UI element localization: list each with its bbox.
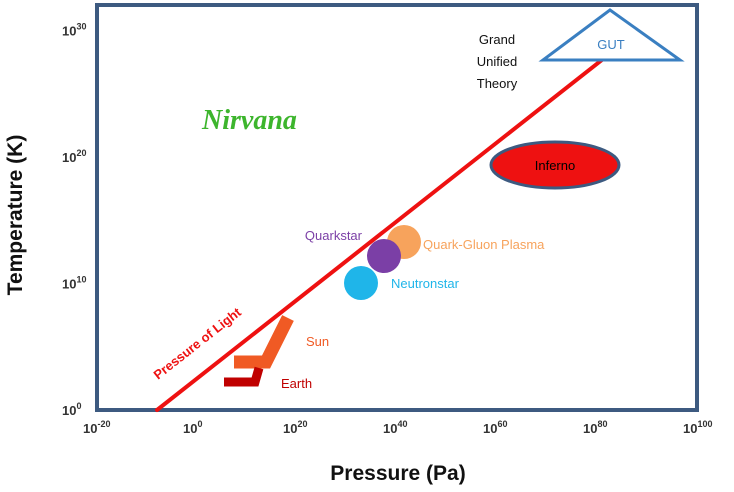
plot-frame [95,3,699,412]
gut-note-line: Grand [479,32,515,47]
x-tick-label: 1040 [383,419,407,436]
point-marker [344,266,378,300]
x-tick-label: 1020 [283,419,307,436]
pressure-of-light-line [155,46,619,412]
x-axis-title: Pressure (Pa) [330,462,465,485]
gut-note: Grand Unified Theory [477,32,518,91]
inferno-ellipse [489,140,621,190]
point-marker [367,239,401,273]
x-tick-label: 100 [183,419,202,436]
y-tick-labels: 100 1010 1020 1030 [62,21,86,418]
x-tick-label: 1080 [583,419,607,436]
gut-note-line: Theory [477,76,518,91]
gut-note-line: Unified [477,54,517,69]
x-tick-label: 10100 [683,419,713,436]
data-points: Quark-Gluon Plasma Quarkstar Neutronstar Su… [224,225,545,391]
earth-marker [224,366,264,387]
sun-marker [234,315,294,369]
y-tick-label: 100 [62,401,81,418]
nirvana-label: Nirvana [201,105,297,136]
point-label: Earth [281,376,312,391]
y-axis-title: Temperature (K) [4,135,27,296]
x-tick-labels: 10-20 100 1020 1040 1060 1080 10100 [83,419,713,436]
point-label: Quarkstar [305,228,363,243]
inferno-label: Inferno [535,158,575,173]
point-label: Neutronstar [391,276,460,291]
point-label: Sun [306,334,329,349]
gut-triangle [538,8,685,62]
y-tick-label: 1030 [62,21,86,38]
y-tick-label: 1020 [62,148,86,165]
point-label: Quark-Gluon Plasma [423,237,545,252]
x-tick-label: 1060 [483,419,507,436]
y-tick-label: 1010 [62,274,86,291]
x-tick-label: 10-20 [83,419,110,436]
gut-label: GUT [597,37,625,52]
